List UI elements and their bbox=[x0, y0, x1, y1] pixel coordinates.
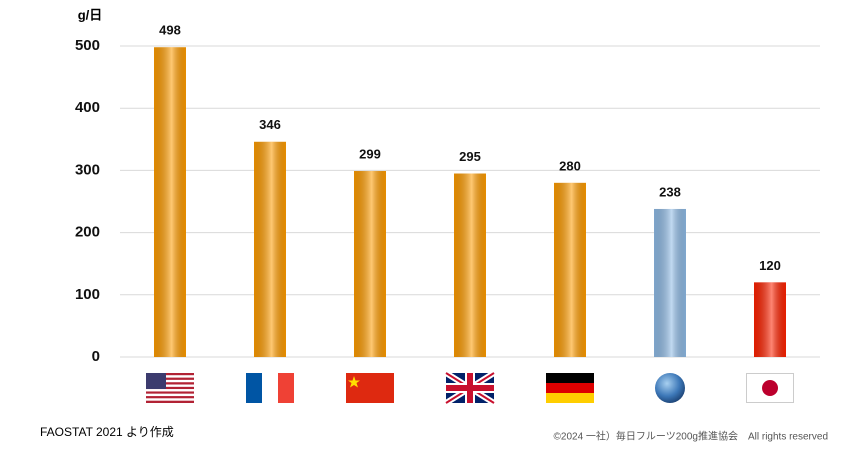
value-label: 295 bbox=[459, 149, 481, 164]
value-label: 346 bbox=[259, 117, 281, 132]
flag-part bbox=[146, 373, 166, 389]
bar-shine bbox=[254, 141, 286, 357]
flag-part bbox=[146, 373, 194, 376]
source-note: FAOSTAT 2021 より作成 bbox=[40, 425, 174, 439]
flag-part bbox=[446, 385, 494, 391]
y-tick-label: 300 bbox=[75, 161, 100, 178]
flag-part bbox=[146, 379, 194, 383]
bar-shine bbox=[554, 182, 586, 357]
y-tick-label: 0 bbox=[92, 348, 100, 365]
flag-icon bbox=[246, 373, 294, 403]
bar-shine bbox=[454, 173, 486, 357]
flag-star bbox=[348, 376, 360, 388]
flag-border bbox=[746, 373, 794, 403]
globe bbox=[655, 373, 685, 403]
flag-icon bbox=[444, 370, 496, 406]
flag-part bbox=[546, 393, 594, 403]
flag-part bbox=[146, 384, 194, 387]
value-label: 498 bbox=[159, 23, 181, 38]
flag-icon bbox=[146, 373, 194, 403]
flag-part bbox=[146, 396, 194, 399]
flag-part bbox=[546, 373, 594, 383]
bar-shine bbox=[154, 47, 186, 358]
flag-part bbox=[146, 375, 194, 378]
flag-part bbox=[146, 377, 194, 380]
flag-icon bbox=[346, 373, 394, 403]
flag-part bbox=[262, 373, 278, 403]
value-label: 280 bbox=[559, 158, 581, 173]
flag-icon bbox=[546, 373, 594, 403]
y-tick-label: 500 bbox=[75, 37, 100, 54]
y-tick-label: 200 bbox=[75, 224, 100, 241]
flag-part bbox=[246, 373, 262, 403]
flag-part bbox=[346, 373, 394, 403]
flag-icon bbox=[746, 373, 794, 403]
flag-part bbox=[146, 393, 194, 397]
flag-part bbox=[146, 400, 194, 403]
flag-part bbox=[762, 380, 778, 396]
flag-part bbox=[546, 383, 594, 393]
bar-shine bbox=[654, 208, 686, 357]
y-axis-label: g/日 bbox=[78, 7, 103, 22]
flag-part bbox=[278, 373, 294, 403]
copyright: ©2024 一社）毎日フルーツ200g推進協会 All rights reser… bbox=[554, 430, 828, 443]
flag-part bbox=[146, 391, 194, 394]
bar-shine bbox=[354, 171, 386, 357]
flag-part bbox=[146, 398, 194, 401]
y-tick-label: 100 bbox=[75, 286, 100, 303]
y-tick-label: 400 bbox=[75, 99, 100, 116]
flag-part bbox=[146, 382, 194, 385]
value-label: 238 bbox=[659, 184, 681, 199]
value-label: 120 bbox=[759, 258, 781, 273]
value-label: 299 bbox=[359, 146, 381, 161]
flag-part bbox=[146, 389, 194, 392]
flag-part bbox=[146, 386, 194, 390]
flag-icon bbox=[655, 373, 685, 403]
bar-shine bbox=[754, 282, 786, 357]
